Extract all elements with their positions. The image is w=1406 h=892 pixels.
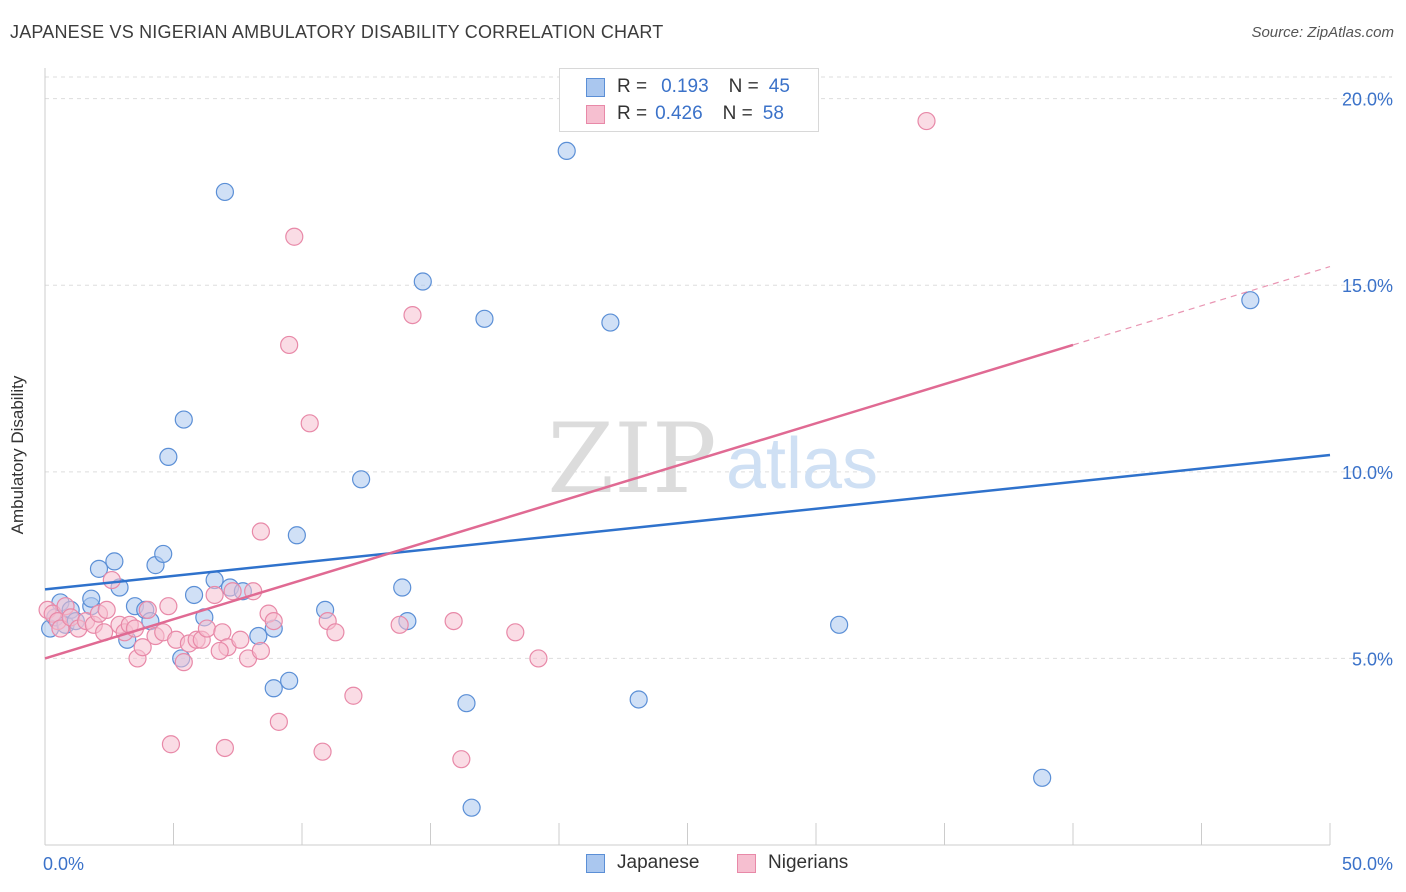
nigerian-point — [269, 712, 288, 731]
bottom-legend-label-japanese: Japanese — [617, 852, 700, 873]
nigerian-point — [210, 641, 229, 661]
bottom-legend-label-nigerians: Nigerians — [768, 852, 849, 873]
trend-line-nigerians-extension — [1072, 266, 1331, 346]
nigerian-point — [285, 227, 304, 246]
japanese-point — [159, 447, 178, 467]
legend-n-value: 45 — [768, 76, 790, 97]
legend-swatch-japanese — [586, 77, 605, 97]
trend-lines — [44, 266, 1331, 660]
legend-row-japanese: R = 0.193 N = 45 — [586, 74, 790, 100]
y-tick-label: 20.0% — [1342, 90, 1393, 110]
nigerian-point — [97, 600, 116, 620]
japanese-point — [184, 585, 204, 605]
japanese-point — [82, 589, 101, 608]
japanese-point — [601, 313, 620, 332]
japanese-point — [105, 552, 124, 571]
x-tick-label: 0.0% — [43, 854, 84, 874]
japanese-point — [215, 182, 234, 202]
y-tick-label: 15.0% — [1342, 276, 1393, 296]
japanese-point — [352, 470, 371, 489]
japanese-point — [413, 272, 432, 291]
japanese-point — [280, 671, 299, 690]
nigerian-point — [161, 735, 181, 754]
legend-r-label: R = — [617, 76, 648, 97]
nigerian-point — [444, 611, 463, 631]
grid-lines — [45, 76, 1392, 659]
nigerian-point — [251, 641, 270, 661]
nigerian-point — [133, 638, 152, 657]
bottom-legend-swatch-japanese — [586, 853, 605, 873]
nigerian-point — [326, 623, 345, 642]
legend-n-label: N = — [722, 103, 753, 124]
legend-r-value: 0.193 — [661, 76, 709, 97]
watermark: ZIP atlas — [547, 403, 878, 515]
nigerian-point — [313, 742, 332, 761]
japanese-point — [462, 798, 481, 817]
legend-n-label: N = — [728, 76, 759, 97]
nigerian-point — [344, 686, 363, 705]
japanese-point — [264, 679, 283, 698]
nigerian-point — [917, 111, 936, 131]
japanese-point — [475, 309, 494, 328]
legend-swatch-nigerians — [586, 104, 605, 124]
series-nigerians — [38, 111, 936, 769]
nigerian-point — [529, 649, 548, 668]
japanese-point — [457, 694, 476, 713]
nigerian-point — [215, 738, 234, 758]
nigerian-point — [174, 653, 193, 672]
japanese-point — [1241, 291, 1260, 310]
nigerian-point — [251, 522, 270, 541]
japanese-point — [154, 544, 173, 564]
japanese-point — [1033, 768, 1052, 787]
y-tick-label: 5.0% — [1352, 649, 1393, 669]
japanese-point — [287, 526, 306, 545]
japanese-point — [89, 559, 109, 578]
japanese-point — [557, 141, 576, 161]
nigerian-point — [231, 630, 250, 649]
nigerian-point — [390, 615, 409, 634]
nigerian-point — [452, 750, 471, 769]
nigerian-point — [51, 619, 70, 638]
y-axis-label: Ambulatory Disability — [8, 375, 27, 535]
tick-labels: 5.0% 10.0% 15.0% 20.0% 0.0% 50.0% — [43, 90, 1393, 874]
nigerian-point — [159, 597, 178, 616]
legend-r-value: 0.426 — [655, 103, 703, 124]
legend-r-label: R = — [617, 103, 648, 124]
nigerian-point — [102, 570, 121, 590]
nigerian-point — [300, 414, 319, 433]
japanese-point — [174, 410, 193, 429]
watermark-atlas: atlas — [726, 424, 878, 504]
legend-n-value: 58 — [762, 103, 784, 124]
japanese-point — [629, 690, 648, 709]
trend-line-japanese — [44, 453, 1331, 591]
japanese-point — [830, 615, 849, 634]
nigerian-point — [138, 600, 157, 620]
bottom-legend-japanese: Japanese — [586, 852, 699, 874]
x-tick-label: 50.0% — [1342, 854, 1393, 874]
trend-line-nigerians — [44, 343, 1074, 660]
nigerian-point — [506, 623, 525, 642]
nigerian-point — [197, 619, 217, 638]
bottom-legend-swatch-nigerians — [737, 853, 756, 873]
legend: R = 0.193 N = 45 R = 0.426 N = 58 — [559, 68, 819, 132]
source-label: Source: ZipAtlas.com — [1251, 24, 1394, 41]
legend-row-nigerians: R = 0.426 N = 58 — [586, 101, 784, 127]
japanese-point — [393, 578, 412, 597]
nigerian-point — [223, 582, 242, 601]
nigerian-point — [280, 335, 299, 355]
nigerian-point — [205, 585, 224, 605]
y-tick-label: 10.0% — [1342, 463, 1393, 483]
nigerian-point — [403, 305, 422, 325]
bottom-legend-nigerians: Nigerians — [737, 852, 848, 874]
nigerian-point — [264, 611, 283, 631]
axes — [44, 68, 1331, 846]
chart-title: JAPANESE VS NIGERIAN AMBULATORY DISABILI… — [10, 22, 664, 42]
japanese-point — [249, 626, 268, 646]
